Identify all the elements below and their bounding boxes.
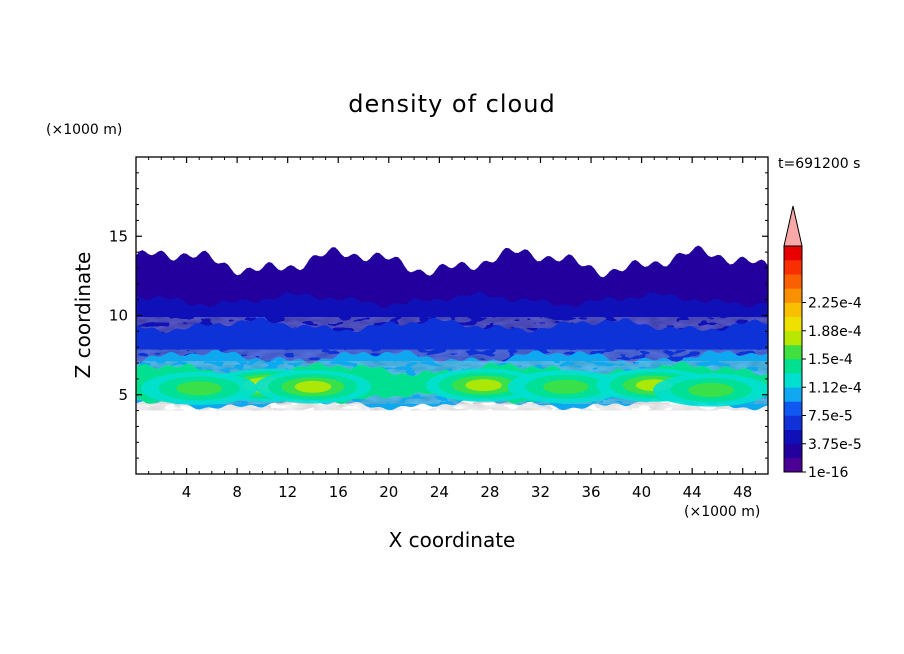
colorbar-segment-11	[784, 302, 802, 317]
layer-lower	[136, 317, 768, 369]
colorbar-segment-7	[784, 359, 802, 374]
x-tick-label-8: 8	[232, 483, 242, 501]
x-tick-label-16: 16	[329, 483, 348, 501]
peak-3-level-9	[465, 379, 502, 392]
colorbar-segment-4	[784, 401, 802, 416]
colorbar-segment-1	[784, 443, 802, 459]
colorbar-over-triangle	[783, 205, 803, 247]
x-tick-label-32: 32	[531, 483, 550, 501]
peak-4-level-8	[543, 379, 589, 394]
colorbar-segment-13	[784, 274, 802, 289]
colorbar-segment-9	[784, 330, 802, 346]
colorbar-segment-10	[784, 316, 802, 332]
chart-title: density of cloud	[348, 90, 555, 118]
y-ticks: 5 10 15	[109, 172, 768, 459]
colorbar: 1e-16 3.75e-5 7.5e-5 1.12e-4 1.5e-4 1.88e-4 2.…	[783, 205, 862, 481]
y-tick-label-10: 10	[109, 307, 128, 325]
colorbar-label-5: 1.88e-4	[808, 324, 862, 340]
y-axis-label: Z coordinate	[71, 252, 95, 379]
colorbar-segment-8	[784, 344, 802, 360]
colorbar-segment-12	[784, 288, 802, 303]
peak-1-level-8	[176, 381, 222, 396]
y-tick-label-5: 5	[118, 386, 128, 404]
colorbar-label-3: 1.12e-4	[808, 380, 862, 396]
x-axis-label: X coordinate	[389, 528, 516, 552]
x-axis-unit: (×1000 m)	[684, 504, 760, 520]
colorbar-segment-0	[784, 457, 802, 473]
colorbar-label-0: 1e-16	[808, 465, 848, 481]
colorbar-segment-6	[784, 373, 802, 388]
x-tick-label-36: 36	[581, 483, 600, 501]
colorbar-label-4: 1.5e-4	[808, 352, 853, 368]
density-field	[136, 245, 768, 411]
y-tick-label-15: 15	[109, 227, 128, 245]
x-tick-label-40: 40	[632, 483, 651, 501]
x-tick-label-44: 44	[683, 483, 702, 501]
x-tick-label-20: 20	[379, 483, 398, 501]
x-tick-label-48: 48	[733, 483, 752, 501]
x-tick-label-28: 28	[480, 483, 499, 501]
colorbar-label-1: 3.75e-5	[808, 437, 862, 453]
colorbar-segment-14	[784, 260, 802, 275]
colorbar-label-6: 2.25e-4	[808, 296, 862, 312]
x-ticks: 4 8 12 16 20 24 28 32 36 40 44 48	[148, 157, 756, 501]
colorbar-segment-15	[784, 246, 802, 261]
x-tick-label-12: 12	[278, 483, 297, 501]
colorbar-segment-2	[784, 429, 802, 445]
colorbar-segment-5	[784, 387, 802, 402]
time-label: t=691200 s	[778, 156, 860, 172]
colorbar-segment-3	[784, 415, 802, 430]
peak-2-level-9	[294, 380, 332, 393]
y-axis-unit: (×1000 m)	[46, 122, 122, 138]
x-tick-label-24: 24	[430, 483, 449, 501]
peak-6-level-8	[688, 382, 734, 398]
x-tick-label-4: 4	[182, 483, 192, 501]
colorbar-label-2: 7.5e-5	[808, 409, 853, 425]
